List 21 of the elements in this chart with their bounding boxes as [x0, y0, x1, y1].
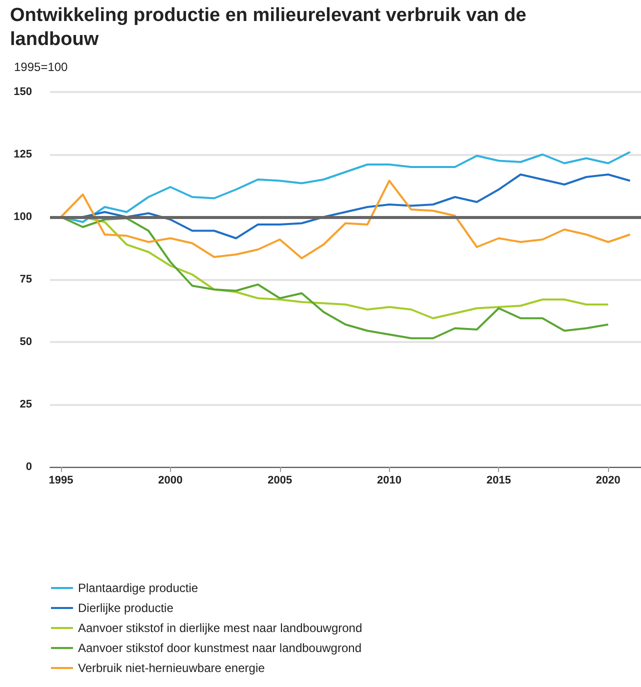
y-tick-label: 125	[14, 148, 32, 160]
chart-subtitle: 1995=100	[14, 60, 68, 74]
y-tick-label: 150	[14, 86, 32, 98]
x-tick-label: 2005	[268, 474, 292, 486]
x-tick-label: 2010	[377, 474, 402, 486]
x-tick-label: 1995	[48, 474, 74, 486]
y-tick-label: 75	[20, 274, 32, 286]
x-tick-label: 2020	[596, 474, 620, 486]
y-tick-label: 50	[20, 336, 32, 348]
chart-title: Ontwikkeling productie en milieurelevant verbruik van de landbouw	[10, 4, 528, 52]
legend-label: Aanvoer stikstof in dierlijke mest naar landbouwgrond	[78, 621, 362, 635]
y-tick-label: 100	[14, 211, 32, 223]
legend-label: Aanvoer stikstof door kunstmest naar landbouwgrond	[78, 641, 362, 655]
legend-label: Dierlijke productie	[78, 601, 174, 615]
legend-label: Verbruik niet-hernieuwbare energie	[78, 661, 266, 675]
y-tick-label: 0	[26, 461, 32, 473]
x-tick-label: 2015	[486, 474, 511, 486]
line-series	[60, 180, 632, 260]
x-tick-label: 2000	[158, 474, 183, 486]
legend-label: Plantaardige productie	[78, 581, 198, 595]
y-tick-label: 25	[20, 398, 32, 410]
